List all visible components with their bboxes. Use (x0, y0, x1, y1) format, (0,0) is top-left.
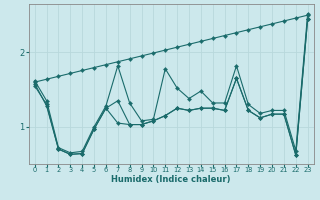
X-axis label: Humidex (Indice chaleur): Humidex (Indice chaleur) (111, 175, 231, 184)
